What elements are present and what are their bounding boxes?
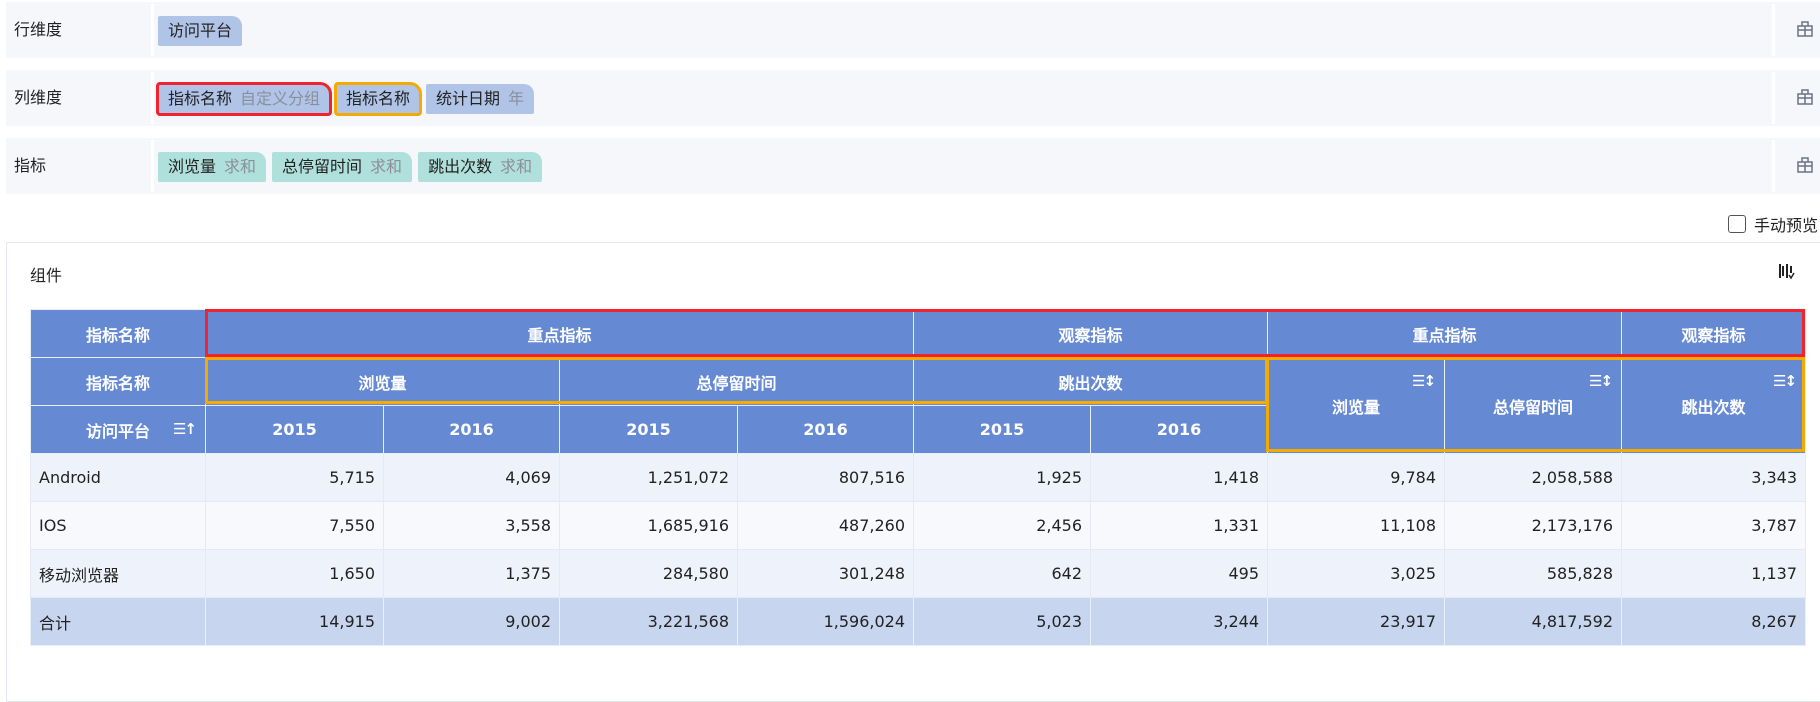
year-header: 2015 (205, 405, 384, 454)
value-cell: 1,418 (1090, 453, 1269, 502)
table-row: IOS 7,550 3,558 1,685,916 487,260 2,456 1,331 1… (30, 501, 1807, 550)
manual-preview-checkbox[interactable]: 手动预览 (1728, 212, 1818, 236)
value-cell: 1,251,072 (559, 453, 738, 502)
pivot-table: 指标名称 重点指标 观察指标 重点指标 观察指标 指标名称 浏览量 总停留时间 … (30, 309, 1807, 646)
value-cell: 3,787 (1621, 501, 1807, 550)
settings-icon[interactable] (1796, 20, 1814, 38)
year-header: 2015 (559, 405, 738, 454)
field-chip[interactable]: 浏览量 求和 (158, 152, 267, 182)
field-chip[interactable]: 统计日期年 (426, 84, 535, 114)
year-header: 2016 (383, 405, 560, 454)
header-dimension-label: 指标名称 (30, 357, 206, 406)
group-header: 观察指标 (1621, 309, 1807, 358)
value-cell: 9,784 (1267, 453, 1446, 502)
metric-header-sortable[interactable]: 总停留时间 ☰↕ (1444, 357, 1623, 454)
filter-label: 列维度 (14, 88, 63, 107)
settings-icon[interactable] (1796, 156, 1814, 174)
value-cell: 5,715 (205, 453, 384, 502)
value-cell: 3,244 (1090, 597, 1269, 646)
value-cell: 3,221,568 (559, 597, 738, 646)
value-cell: 2,173,176 (1444, 501, 1623, 550)
field-chip[interactable]: 访问平台 (158, 16, 243, 46)
settings-icon[interactable] (1796, 88, 1814, 106)
table-row: 移动浏览器 1,650 1,375 284,580 301,248 642 495 3,025… (30, 549, 1807, 598)
value-cell: 3,343 (1621, 453, 1807, 502)
value-cell: 14,915 (205, 597, 384, 646)
value-cell: 807,516 (736, 453, 915, 502)
row-dimension-header[interactable]: 访问平台 ☰↑ (30, 405, 206, 454)
filter-row: 行维度 访问平台 (6, 2, 1820, 58)
sort-asc-icon[interactable]: ☰↑ (172, 420, 197, 438)
value-cell: 11,108 (1267, 501, 1446, 550)
year-header: 2016 (736, 405, 915, 454)
sort-icon[interactable]: ☰↕ (1773, 372, 1797, 390)
field-chip[interactable]: 指标名称 自定义分组 (155, 82, 333, 116)
value-cell: 8,267 (1621, 597, 1807, 646)
panel-title: 组件 (30, 266, 63, 285)
group-header: 观察指标 (913, 309, 1269, 358)
filter-label: 指标 (14, 156, 47, 175)
row-label: 移动浏览器 (30, 549, 206, 598)
value-cell: 487,260 (736, 501, 915, 550)
row-label: 合计 (30, 597, 206, 646)
year-header: 2016 (1090, 405, 1269, 454)
value-cell: 9,002 (383, 597, 560, 646)
chart-type-icon[interactable] (1778, 262, 1796, 280)
value-cell: 1,925 (913, 453, 1092, 502)
metric-header: 浏览量 (205, 357, 560, 406)
header-dimension-label: 指标名称 (30, 309, 206, 358)
value-cell: 642 (913, 549, 1092, 598)
value-cell: 5,023 (913, 597, 1092, 646)
row-label: IOS (30, 501, 206, 550)
value-cell: 284,580 (559, 549, 738, 598)
sort-icon[interactable]: ☰↕ (1412, 372, 1436, 390)
metric-header-sortable[interactable]: 浏览量 ☰↕ (1267, 357, 1446, 454)
value-cell: 7,550 (205, 501, 384, 550)
value-cell: 1,596,024 (736, 597, 915, 646)
field-chip[interactable]: 跳出次数 求和 (418, 152, 543, 182)
value-cell: 4,069 (383, 453, 560, 502)
value-cell: 1,375 (383, 549, 560, 598)
value-cell: 1,650 (205, 549, 384, 598)
filter-row: 指标 浏览量 求和 总停留时间 求和 跳出次数 求和 (6, 138, 1820, 194)
filter-label: 行维度 (14, 20, 63, 39)
field-chip[interactable]: 总停留时间 求和 (272, 152, 413, 182)
value-cell: 301,248 (736, 549, 915, 598)
value-cell: 1,137 (1621, 549, 1807, 598)
checkbox-icon[interactable] (1728, 215, 1746, 233)
total-row: 合计 14,915 9,002 3,221,568 1,596,024 5,023 3,24… (30, 597, 1807, 646)
value-cell: 1,331 (1090, 501, 1269, 550)
value-cell: 585,828 (1444, 549, 1623, 598)
value-cell: 1,685,916 (559, 501, 738, 550)
metric-header: 跳出次数 (913, 357, 1269, 406)
year-header: 2015 (913, 405, 1092, 454)
value-cell: 3,025 (1267, 549, 1446, 598)
value-cell: 2,058,588 (1444, 453, 1623, 502)
filter-row: 列维度 指标名称 自定义分组 指标名称 统计日期年 (6, 70, 1820, 126)
value-cell: 2,456 (913, 501, 1092, 550)
sort-icon[interactable]: ☰↕ (1589, 372, 1613, 390)
field-chip[interactable]: 指标名称 (334, 82, 423, 116)
table-row: Android 5,715 4,069 1,251,072 807,516 1,925 1,… (30, 453, 1807, 502)
metric-header-sortable[interactable]: 跳出次数 ☰↕ (1621, 357, 1807, 454)
value-cell: 3,558 (383, 501, 560, 550)
metric-header: 总停留时间 (558, 357, 915, 406)
value-cell: 4,817,592 (1444, 597, 1623, 646)
value-cell: 495 (1090, 549, 1269, 598)
group-header: 重点指标 (1267, 309, 1623, 358)
group-header: 重点指标 (204, 309, 915, 358)
value-cell: 23,917 (1267, 597, 1446, 646)
row-label: Android (30, 453, 206, 502)
